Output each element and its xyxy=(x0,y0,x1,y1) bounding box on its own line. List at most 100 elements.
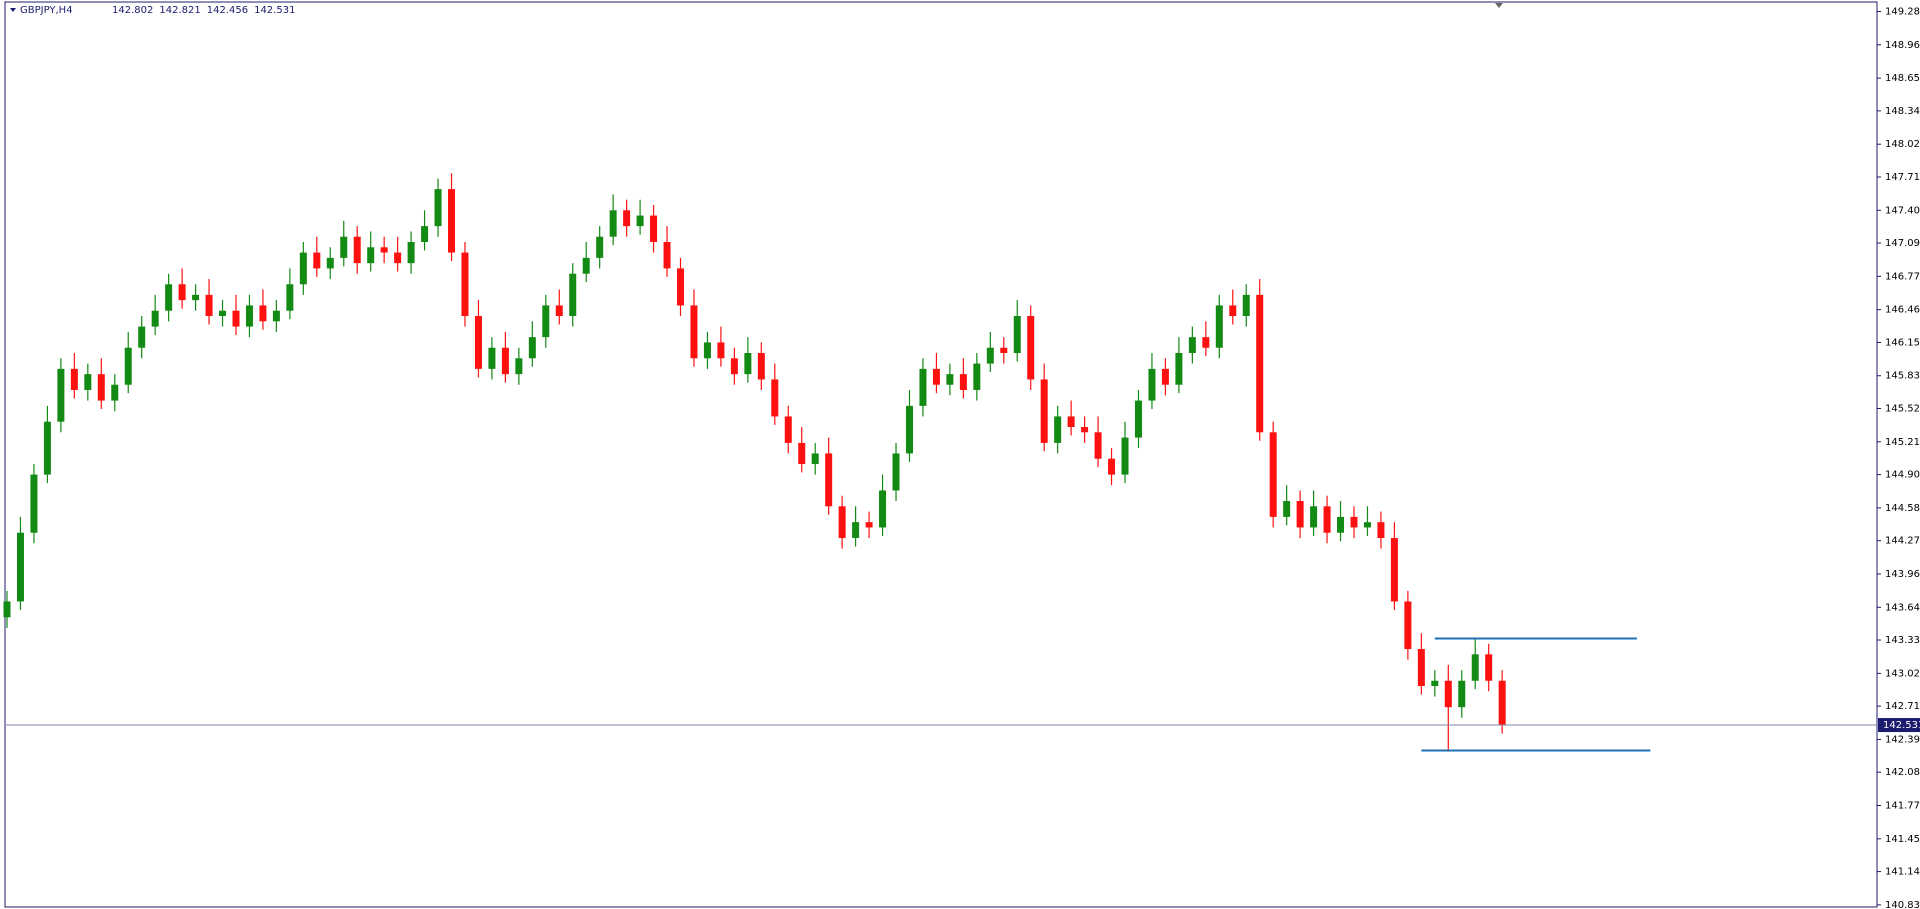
candle-body xyxy=(1215,305,1223,348)
y-tick-label: 149.280 xyxy=(1885,7,1920,18)
candle-body xyxy=(973,363,981,391)
y-tick-label: 143.020 xyxy=(1885,668,1920,679)
candle-body xyxy=(811,453,819,465)
candle-body xyxy=(677,268,684,306)
candle-body xyxy=(1417,649,1425,687)
candle-body xyxy=(192,294,200,301)
candle-body xyxy=(1323,506,1331,533)
candle-body xyxy=(515,358,523,375)
y-tick-label: 147.715 xyxy=(1885,172,1920,183)
candle-body xyxy=(703,342,711,359)
candle-body xyxy=(448,189,456,253)
candle-body xyxy=(501,347,509,375)
candle-body xyxy=(569,273,577,317)
candle-body xyxy=(919,368,927,406)
candle-body xyxy=(784,416,792,443)
candle-body xyxy=(97,374,105,401)
price-label-box xyxy=(1878,718,1920,733)
y-tick-label: 141.455 xyxy=(1885,834,1920,845)
candle-body xyxy=(407,241,415,264)
candle-body xyxy=(326,257,334,269)
candle-body xyxy=(340,236,348,258)
y-tick-label: 141.145 xyxy=(1885,867,1920,878)
candle-body xyxy=(84,374,92,391)
candle-body xyxy=(555,305,563,317)
y-tick-label: 148.025 xyxy=(1885,139,1920,150)
candle-body xyxy=(1148,368,1156,401)
y-tick-label: 147.090 xyxy=(1885,238,1920,249)
candle-body xyxy=(1161,368,1169,385)
y-tick-label: 148.340 xyxy=(1885,106,1920,117)
candle-body xyxy=(70,368,78,391)
candle-body xyxy=(1134,400,1142,438)
candle-body xyxy=(286,284,294,311)
candle-body xyxy=(798,442,806,465)
candle-body xyxy=(43,421,51,475)
candle-body xyxy=(609,210,617,237)
candle-body xyxy=(3,601,11,618)
y-tick-label: 145.525 xyxy=(1885,404,1920,415)
candle-body xyxy=(1458,680,1466,708)
candle-body xyxy=(1067,416,1075,428)
candle-body xyxy=(1108,458,1116,475)
y-tick-label: 147.400 xyxy=(1885,205,1920,216)
candle-body xyxy=(542,305,550,338)
shift-marker xyxy=(1495,3,1503,8)
candle-body xyxy=(313,252,321,269)
candle-body xyxy=(1081,427,1089,433)
candle-body xyxy=(959,374,967,391)
candle-body xyxy=(1229,305,1237,317)
y-tick-label: 146.775 xyxy=(1885,271,1920,282)
candle-body xyxy=(865,522,873,528)
candle-body xyxy=(1121,437,1129,475)
candle-body xyxy=(474,316,482,369)
candle-body xyxy=(259,305,267,322)
y-tick-label: 148.965 xyxy=(1885,40,1920,51)
candle-body xyxy=(623,210,631,227)
plot-frame xyxy=(4,1,1878,908)
candle-body xyxy=(582,257,590,274)
candle-body xyxy=(1175,353,1183,385)
candle-body xyxy=(838,506,846,539)
candle-body xyxy=(232,310,240,327)
candle-body xyxy=(690,305,698,359)
candle-body xyxy=(367,247,375,264)
candle-body xyxy=(205,294,213,317)
candle-body xyxy=(353,236,361,264)
candle-body xyxy=(757,353,765,380)
candle-body xyxy=(1256,294,1264,433)
candle-body xyxy=(1350,516,1358,528)
candle-body xyxy=(852,522,860,539)
candle-body xyxy=(1471,654,1479,681)
y-tick-label: 142.710 xyxy=(1885,701,1920,712)
header-value: 142.456 xyxy=(207,5,248,16)
candle-body xyxy=(178,284,186,301)
candle-body xyxy=(1000,347,1008,354)
candle-body xyxy=(825,453,833,507)
y-tick-label: 144.585 xyxy=(1885,503,1920,514)
candle-body xyxy=(650,215,658,242)
y-tick-label: 142.085 xyxy=(1885,767,1920,778)
candle-body xyxy=(461,252,469,317)
candle-body xyxy=(1242,294,1250,317)
candle-body xyxy=(30,474,38,533)
y-tick-label: 144.275 xyxy=(1885,536,1920,547)
candle-body xyxy=(151,310,159,327)
header-value: 142.802 xyxy=(112,5,153,16)
candle-body xyxy=(771,379,779,417)
candle-body xyxy=(1431,680,1439,687)
candle-body xyxy=(16,532,24,602)
y-tick-label: 146.150 xyxy=(1885,337,1920,348)
y-tick-label: 146.460 xyxy=(1885,305,1920,316)
candle-body xyxy=(744,353,752,375)
candle-body xyxy=(1269,432,1277,517)
y-tick-label: 143.335 xyxy=(1885,635,1920,646)
candle-body xyxy=(421,226,429,242)
candle-body xyxy=(1188,337,1196,354)
candle-body xyxy=(1202,337,1210,348)
candle-body xyxy=(1283,501,1291,517)
y-tick-label: 141.770 xyxy=(1885,801,1920,812)
candle-body xyxy=(1337,516,1345,533)
candle-body xyxy=(1040,379,1048,443)
candle-body xyxy=(730,358,738,375)
